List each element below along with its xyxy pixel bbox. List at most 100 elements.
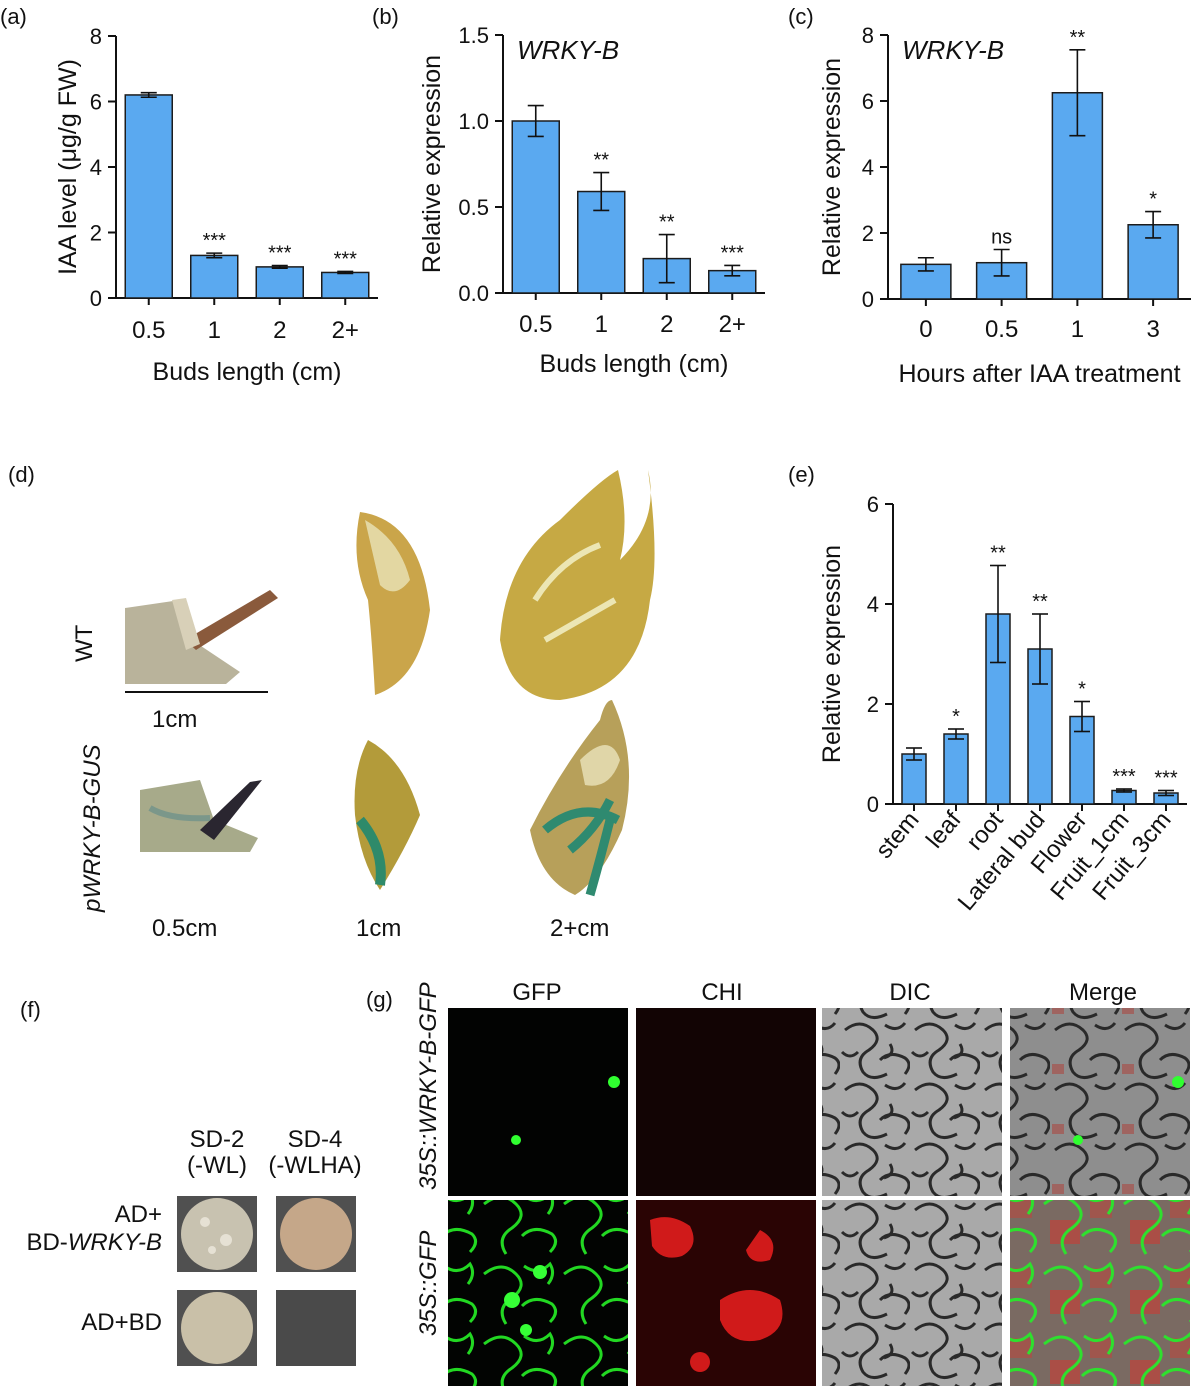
x-tick-label: 2 <box>660 311 673 338</box>
y-tick-label: 1.5 <box>458 23 489 48</box>
x-tick-label: leaf <box>921 806 967 853</box>
panel-f-letter: (f) <box>20 997 41 1022</box>
x-tick-label: 1 <box>208 317 221 344</box>
y-tick-label: 6 <box>862 89 874 114</box>
y-tick-label: 0 <box>862 287 874 312</box>
bar-0.5 <box>124 94 173 299</box>
panel-g-letter: (g) <box>366 987 393 1012</box>
image-gus-0-5cm <box>140 780 262 852</box>
y-tick-label: 0 <box>90 286 102 311</box>
col-label-dic: DIC <box>889 979 930 1006</box>
medium-sd2: SD-2 <box>190 1126 245 1153</box>
y-tick-label: 8 <box>90 24 102 49</box>
medium-sd2-sub: (-WL) <box>187 1152 247 1179</box>
col-label-chi: CHI <box>701 979 742 1006</box>
panel-c-letter: (c) <box>788 4 814 29</box>
y-tick-label: 6 <box>90 90 102 115</box>
row-label-ad-plus: AD+ <box>115 1201 162 1228</box>
panel-d-letter: (d) <box>8 462 35 487</box>
image-wt-0-5cm <box>125 590 278 684</box>
y-tick-label: 0 <box>867 792 879 817</box>
col-label-gfp: GFP <box>512 979 561 1006</box>
y-tick-label: 4 <box>90 155 102 180</box>
y-tick-label: 0.5 <box>458 195 489 220</box>
chart-b-wrky-expression-buds: (b) 0.0 0.5 1.0 1.5 Relative expression Buds l… <box>372 4 765 378</box>
bar-1 <box>190 254 239 299</box>
y-tick-label: 2 <box>90 221 102 246</box>
x-tick-label: 2 <box>273 317 286 344</box>
col-label-0-5cm: 0.5cm <box>152 915 217 942</box>
panel-g: (g) GFP CHI DIC Merge 35S::WRKY-B-GFP 35… <box>366 979 1190 1386</box>
image-wt-1cm <box>356 512 430 695</box>
chart-c-wrky-expression-iaa: (c) 0 2 4 6 8 Relative expression Hours after I… <box>788 4 1191 388</box>
chart-a-iaa-level: (a) 0 2 4 6 8 IAA level (μg/g FW) Buds length (… <box>0 4 378 386</box>
row-label-bd-wrky: BD-WRKY-B <box>26 1229 162 1256</box>
significance-label: *** <box>1112 766 1136 788</box>
x-tick-label: 0.5 <box>519 311 552 338</box>
significance-label: ** <box>990 543 1006 565</box>
significance-label: ns <box>991 227 1012 249</box>
x-tick-label: 0.5 <box>132 317 165 344</box>
medium-sd4-sub: (-WLHA) <box>268 1152 361 1179</box>
significance-label: *** <box>1154 768 1178 790</box>
chart-title: WRKY-B <box>902 35 1004 65</box>
panel-b-letter: (b) <box>372 4 399 29</box>
x-axis-title: Hours after IAA treatment <box>898 360 1180 388</box>
row-label-gfp: 35S::GFP <box>415 1231 442 1336</box>
y-tick-label: 4 <box>867 592 879 617</box>
image-merge-row1 <box>1010 1008 1190 1196</box>
row-label-gus: pWRKY-B-GUS <box>79 744 106 913</box>
bar-1 <box>577 190 626 294</box>
y-axis-title: Relative expression <box>818 545 846 763</box>
significance-label: * <box>1149 189 1157 211</box>
significance-label: ** <box>1070 27 1086 49</box>
col-label-merge: Merge <box>1069 979 1137 1006</box>
x-axis-title: Buds length (cm) <box>153 358 342 386</box>
image-gfp-row1 <box>448 1008 628 1196</box>
image-wt-2cm <box>500 470 655 700</box>
panel-e-letter: (e) <box>788 462 815 487</box>
image-gfp-row2 <box>448 1200 628 1386</box>
y-tick-label: 6 <box>867 492 879 517</box>
significance-label: * <box>1078 679 1086 701</box>
image-merge-row2 <box>1010 1200 1190 1386</box>
y-tick-label: 4 <box>862 155 874 180</box>
plate-sd4-row2 <box>276 1290 356 1366</box>
image-dic-row1 <box>822 1008 1002 1196</box>
row-label-wrky-gfp: 35S::WRKY-B-GFP <box>415 982 442 1190</box>
image-gus-1cm <box>354 740 420 890</box>
x-axis-title: Buds length (cm) <box>540 350 729 378</box>
significance-label: ** <box>1032 591 1048 613</box>
x-tick-label: 1 <box>1071 316 1084 343</box>
bar-2+ <box>321 271 370 299</box>
bar-2 <box>255 266 304 299</box>
panel-a-letter: (a) <box>0 4 27 29</box>
significance-label: *** <box>268 243 292 265</box>
bar-stem <box>901 753 927 805</box>
significance-label: *** <box>721 242 745 264</box>
y-axis-title: IAA level (μg/g FW) <box>54 59 82 275</box>
bar-0.5 <box>511 120 560 294</box>
image-chi-row1 <box>636 1008 816 1196</box>
x-tick-label: 0.5 <box>985 316 1018 343</box>
col-label-2cm: 2+cm <box>550 915 609 942</box>
panel-f: (f) SD-2 (-WL) SD-4 (-WLHA) AD+ BD-WRKY-… <box>20 997 362 1366</box>
significance-label: * <box>952 706 960 728</box>
row-label-wt: WT <box>71 624 98 662</box>
y-tick-label: 2 <box>862 221 874 246</box>
x-tick-label: 0 <box>919 316 932 343</box>
y-tick-label: 1.0 <box>458 109 489 134</box>
significance-label: *** <box>203 230 227 252</box>
significance-label: ** <box>593 150 609 172</box>
y-tick-label: 8 <box>862 23 874 48</box>
x-tick-label: 2+ <box>719 311 746 338</box>
y-tick-label: 2 <box>867 692 879 717</box>
panel-d: (d) WT pWRKY-B-GUS 1cm 0.5cm 1cm <box>8 462 655 942</box>
significance-label: ** <box>659 212 675 234</box>
y-axis-title: Relative expression <box>418 55 446 273</box>
image-gus-2cm <box>530 700 630 895</box>
col-label-1cm: 1cm <box>356 915 401 942</box>
x-tick-label: 3 <box>1146 316 1159 343</box>
chart-title: WRKY-B <box>517 35 619 65</box>
